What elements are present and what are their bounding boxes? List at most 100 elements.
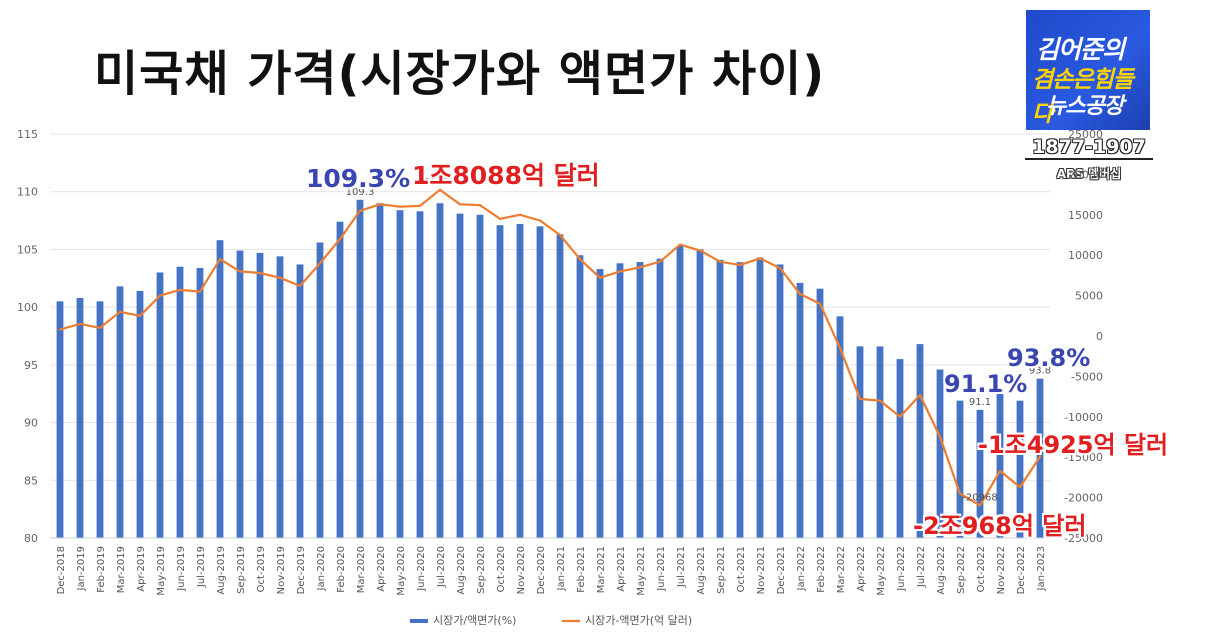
line-point (178, 288, 182, 292)
x-tick-label: Oct-2022 (976, 546, 987, 592)
bar (216, 240, 224, 539)
line-path (59, 188, 1041, 507)
line-point (858, 397, 862, 401)
bar (976, 409, 984, 538)
y-right-tick-label: 5000 (1075, 290, 1103, 303)
y-left-tick-label: 115 (17, 128, 38, 141)
data-label: 18088 (424, 177, 456, 188)
callout-peak-pct: 109.3% (306, 164, 411, 193)
line-point (838, 346, 842, 350)
line-point (438, 188, 442, 192)
bar (496, 225, 504, 538)
bar (916, 344, 924, 538)
bar (776, 264, 784, 538)
bar (896, 359, 904, 538)
x-tick-label: Nov-2019 (276, 546, 287, 594)
logo-line-1: 김어준의 (1036, 35, 1125, 64)
logo-years: 1877-1907 (1025, 136, 1153, 160)
bar (956, 400, 964, 538)
logo-line-3: 뉴스공장 (1046, 94, 1124, 119)
line-point (398, 205, 402, 208)
line-point (58, 328, 62, 331)
bar (736, 262, 744, 538)
bar (636, 262, 644, 538)
show-logo: 김어준의 겸손은힘들다 뉴스공장 (1026, 10, 1150, 130)
x-tick-label: Feb-2022 (816, 546, 827, 593)
bar (376, 203, 384, 538)
legend-swatch-bar (410, 619, 428, 623)
line-point (698, 249, 702, 252)
bar (936, 369, 944, 538)
x-tick-label: Dec-2018 (56, 546, 67, 594)
x-tick-label: May-2022 (876, 546, 887, 596)
x-tick-label: Apr-2021 (616, 546, 627, 592)
x-tick-label: Jan-2021 (556, 546, 567, 591)
x-tick-label: Jul-2022 (916, 546, 927, 588)
bar (516, 224, 524, 538)
bar (316, 242, 324, 538)
x-tick-label: Nov-2020 (516, 546, 527, 594)
y-right-tick-label: 0 (1096, 330, 1103, 343)
line-point (918, 393, 922, 397)
x-tick-label: Feb-2019 (96, 546, 107, 593)
x-tick-label: Dec-2022 (1016, 546, 1027, 594)
x-tick-label: Sep-2022 (956, 546, 967, 594)
y-left-tick-label: 95 (24, 359, 38, 372)
x-tick-label: May-2020 (396, 546, 407, 596)
x-tick-label: Apr-2019 (136, 546, 147, 592)
line-series (58, 188, 1042, 507)
y-left-tick-label: 80 (24, 532, 38, 545)
bar (256, 252, 264, 539)
line-point (738, 263, 742, 267)
y-left-tick-label: 90 (24, 417, 38, 430)
data-labels: 109.3 18088 91.1 93.8 -20968 -14925 (346, 177, 1058, 504)
y-right-tick-label: -15000 (1064, 451, 1103, 464)
x-tick-label: Aug-2021 (696, 546, 707, 595)
x-tick-label: Oct-2021 (736, 546, 747, 592)
bar (856, 346, 864, 538)
line-point (798, 292, 802, 296)
x-tick-label: Aug-2020 (456, 546, 467, 595)
bar (876, 346, 884, 538)
line-point (538, 219, 542, 222)
logo-membership: ARS 멤버십 (1056, 167, 1122, 181)
bar (476, 214, 484, 539)
data-label: 91.1 (969, 397, 991, 408)
line-point (958, 492, 962, 495)
line-point (878, 399, 882, 402)
line-point (618, 270, 622, 273)
bar (796, 282, 804, 538)
x-tick-label: May-2019 (156, 546, 167, 596)
x-tick-label: Nov-2021 (756, 546, 767, 594)
x-tick-label: Nov-2022 (996, 546, 1007, 594)
bar (616, 263, 624, 538)
callout-last-pct: 93.8% (1007, 344, 1091, 372)
x-tick-label: Dec-2021 (776, 546, 787, 594)
line-point (658, 260, 662, 263)
line-point (718, 260, 722, 263)
line-point (138, 314, 142, 317)
line-point (338, 237, 342, 241)
x-tick-label: Feb-2020 (336, 546, 347, 593)
y-left-tick-label: 100 (17, 301, 38, 314)
line-point (1038, 455, 1042, 458)
bar (336, 221, 344, 538)
bar (816, 288, 824, 538)
bar (136, 290, 144, 538)
x-tick-label: Apr-2020 (376, 546, 387, 592)
callout-low-pct: 91.1% (944, 370, 1028, 398)
data-label: -14925 (1022, 444, 1057, 455)
left-axis: 80 85 90 95 100 105 110 115 (17, 128, 38, 545)
bar (456, 213, 464, 538)
bar (276, 256, 284, 538)
bar (236, 250, 244, 538)
chart-title: 미국채 가격(시장가와 액면가 차이) (94, 46, 826, 102)
y-right-tick-label: -25000 (1064, 532, 1103, 545)
bar (396, 210, 404, 538)
line-point (358, 209, 362, 212)
line-point (318, 262, 322, 265)
bar (416, 211, 424, 538)
callout-low-usd: -2조968억 달러 (913, 512, 1087, 540)
line-point (998, 469, 1002, 473)
